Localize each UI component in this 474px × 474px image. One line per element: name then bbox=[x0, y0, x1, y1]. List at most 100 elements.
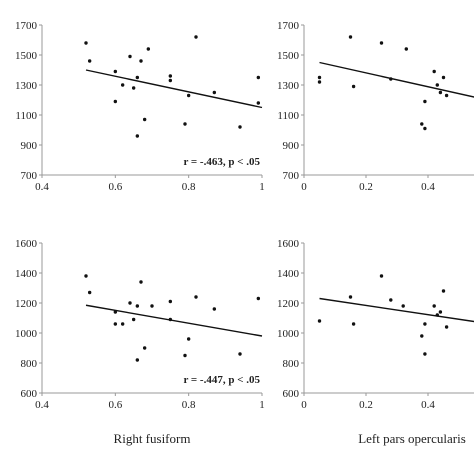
regression-line bbox=[319, 61, 474, 98]
regression-line bbox=[319, 297, 474, 323]
data-point bbox=[441, 289, 446, 293]
data-point bbox=[256, 296, 261, 301]
data-point bbox=[379, 41, 384, 45]
y-tick-label: 700 bbox=[283, 170, 300, 182]
data-point bbox=[423, 352, 427, 356]
data-point bbox=[168, 299, 173, 304]
data-point bbox=[113, 322, 118, 326]
data-point bbox=[194, 295, 198, 299]
data-point bbox=[128, 54, 132, 59]
y-tick-label: 1400 bbox=[277, 268, 300, 280]
data-point bbox=[135, 304, 140, 308]
data-point bbox=[351, 84, 356, 89]
region-label: Left pars opercularis bbox=[358, 431, 466, 446]
data-point bbox=[432, 304, 436, 308]
data-point bbox=[401, 304, 405, 308]
data-point bbox=[146, 47, 151, 51]
x-tick-label: 0.8 bbox=[182, 399, 196, 411]
data-point bbox=[142, 117, 147, 122]
data-point bbox=[348, 295, 353, 299]
x-tick-label: 0 bbox=[301, 399, 307, 411]
data-point bbox=[348, 35, 353, 39]
x-tick-label: 1 bbox=[259, 181, 265, 193]
data-point bbox=[120, 83, 125, 87]
data-point bbox=[351, 322, 356, 326]
data-point bbox=[212, 90, 217, 95]
data-point bbox=[168, 78, 173, 83]
x-tick-label: 0.4 bbox=[421, 399, 435, 411]
y-tick-label: 1300 bbox=[15, 80, 38, 92]
data-point bbox=[87, 59, 92, 63]
y-tick-label: 900 bbox=[283, 140, 300, 152]
x-tick-label: 0.2 bbox=[359, 399, 373, 411]
data-point bbox=[317, 75, 322, 80]
y-tick-label: 1200 bbox=[15, 298, 38, 310]
y-tick-label: 1700 bbox=[15, 20, 38, 32]
data-point bbox=[379, 274, 384, 278]
x-tick-label: 0.6 bbox=[108, 399, 122, 411]
data-point bbox=[135, 358, 140, 362]
data-point bbox=[183, 353, 187, 358]
y-tick-label: 700 bbox=[21, 170, 38, 182]
data-point bbox=[317, 319, 322, 323]
data-point bbox=[441, 75, 446, 80]
y-tick-label: 1600 bbox=[15, 238, 38, 250]
x-tick-label: 0.4 bbox=[421, 181, 435, 193]
data-point bbox=[131, 86, 136, 90]
data-point bbox=[435, 83, 439, 87]
data-point bbox=[84, 41, 88, 45]
y-tick-label: 600 bbox=[21, 388, 38, 400]
data-point bbox=[256, 75, 261, 80]
data-point bbox=[183, 122, 187, 126]
data-point bbox=[135, 134, 140, 138]
data-point bbox=[135, 75, 140, 80]
y-tick-label: 1700 bbox=[277, 20, 300, 32]
y-tick-label: 900 bbox=[21, 140, 38, 152]
data-point bbox=[87, 290, 92, 295]
data-point bbox=[131, 317, 136, 322]
data-point bbox=[438, 90, 443, 95]
data-point bbox=[444, 93, 449, 98]
y-tick-label: 800 bbox=[21, 358, 38, 370]
x-tick-label: 0.4 bbox=[35, 399, 49, 411]
correlation-label: r = -.447, p < .05 bbox=[183, 374, 260, 386]
data-point bbox=[113, 99, 118, 104]
data-point bbox=[120, 322, 125, 326]
data-point bbox=[423, 99, 427, 104]
data-point bbox=[238, 352, 242, 356]
data-point bbox=[139, 280, 143, 284]
data-point bbox=[420, 122, 424, 126]
data-point bbox=[423, 322, 427, 326]
scatter-panel-top-left: 700 900 1100 1300 1500 1700 0.4 0.6 0.8 1 r = -.46… bbox=[15, 20, 265, 446]
x-tick-label: 0.2 bbox=[359, 181, 373, 193]
y-tick-label: 1000 bbox=[15, 328, 38, 340]
data-point bbox=[432, 69, 436, 74]
data-point bbox=[212, 307, 217, 311]
data-point bbox=[444, 325, 449, 329]
data-point bbox=[186, 337, 191, 341]
data-point bbox=[84, 274, 88, 278]
data-point bbox=[317, 80, 322, 84]
y-tick-label: 1500 bbox=[15, 50, 38, 62]
y-tick-label: 1100 bbox=[277, 110, 299, 122]
data-point bbox=[404, 47, 408, 51]
x-tick-label: 0.8 bbox=[182, 181, 196, 193]
regression-line bbox=[85, 304, 263, 337]
data-point bbox=[150, 304, 154, 308]
y-tick-label: 800 bbox=[283, 358, 300, 370]
data-point bbox=[194, 35, 198, 39]
data-point bbox=[186, 93, 191, 98]
data-point bbox=[389, 298, 393, 302]
x-tick-label: 0.4 bbox=[35, 181, 49, 193]
correlation-label: r = -.463, p < .05 bbox=[183, 156, 260, 168]
y-tick-label: 600 bbox=[283, 388, 300, 400]
data-point bbox=[256, 101, 261, 105]
y-tick-label: 1600 bbox=[277, 238, 300, 250]
region-label: Right fusiform bbox=[114, 431, 191, 446]
data-point bbox=[128, 301, 132, 305]
y-tick-label: 1000 bbox=[277, 328, 300, 340]
data-point bbox=[420, 334, 424, 338]
